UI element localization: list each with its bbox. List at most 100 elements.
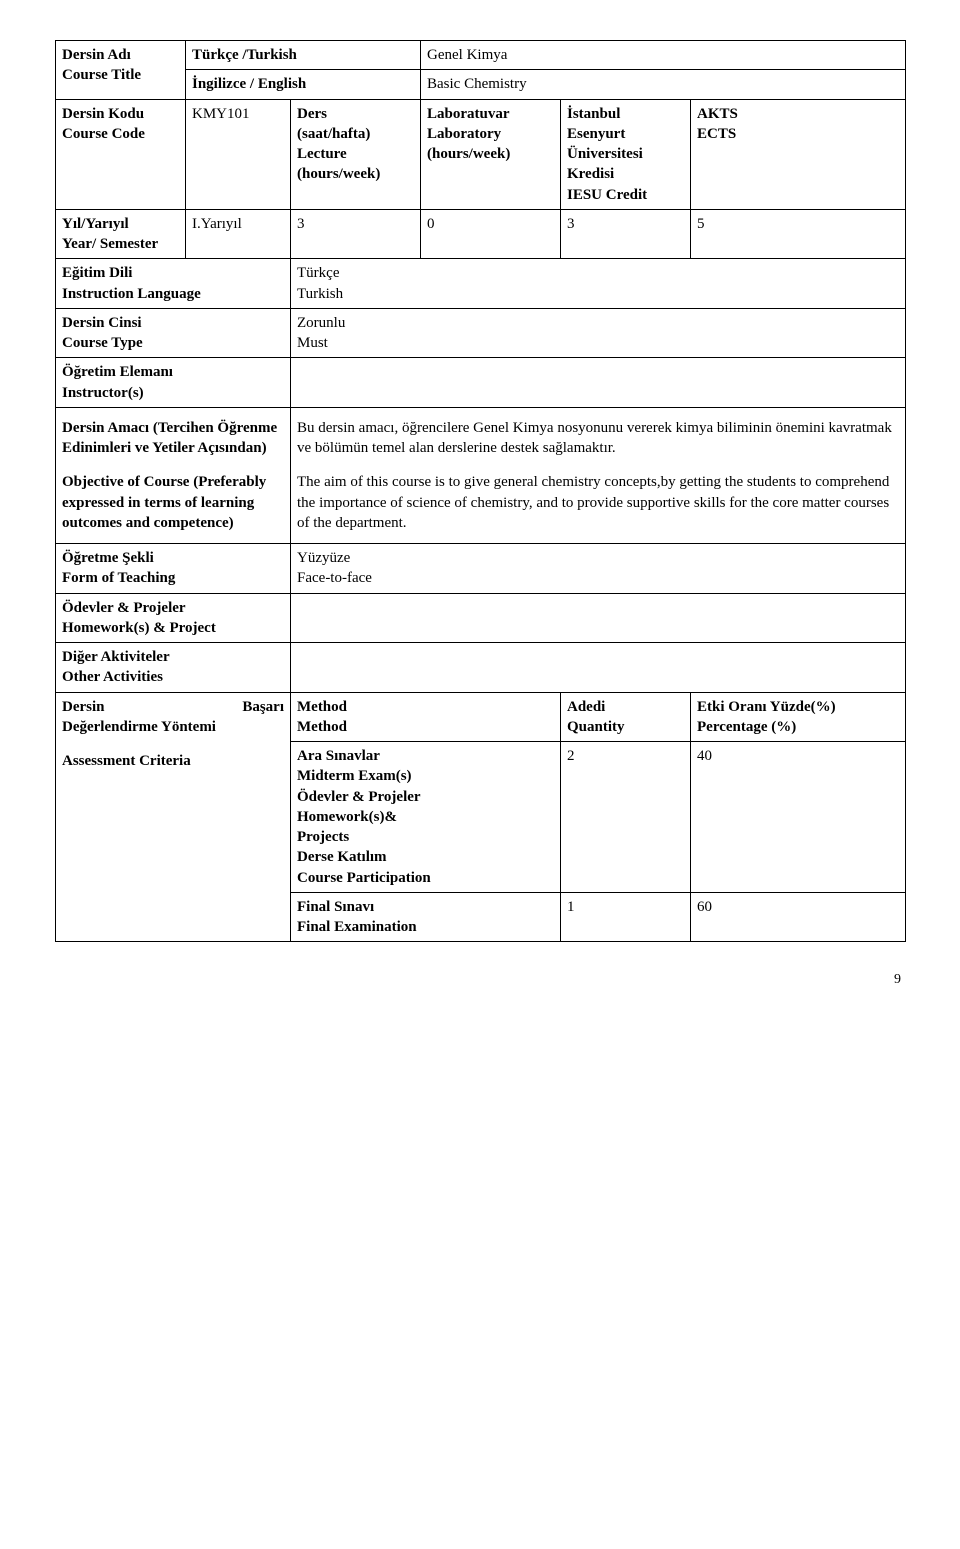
course-title-label: Dersin Adı Course Title <box>56 41 186 100</box>
credit-header: İstanbul Esenyurt Üniversitesi Kredisi I… <box>561 99 691 209</box>
final-percentage: 60 <box>691 892 906 942</box>
label: Form of Teaching <box>62 570 175 586</box>
instructor-value <box>291 358 906 408</box>
label: Final Sınavı <box>297 899 374 915</box>
label: Dersin <box>62 697 105 717</box>
label: Percentage (%) <box>697 719 796 735</box>
value: Türkçe <box>297 265 339 281</box>
label: Değerlendirme Yöntemi <box>62 717 284 737</box>
label: Method <box>297 699 347 715</box>
instruction-lang-value: Türkçe Turkish <box>291 259 906 309</box>
lab-header: Laboratuvar Laboratory (hours/week) <box>421 99 561 209</box>
label: Objective of Course (Preferably expresse… <box>62 472 284 533</box>
objective-label: Dersin Amacı (Tercihen Öğrenme Edinimler… <box>56 407 291 543</box>
label: Year/ Semester <box>62 236 158 252</box>
midterm-label: Ara Sınavlar Midterm Exam(s) Ödevler & P… <box>291 742 561 893</box>
instructor-label: Öğretim Elemanı Instructor(s) <box>56 358 291 408</box>
label: Course Code <box>62 126 145 142</box>
assessment-label: Dersin Başarı Değerlendirme Yöntemi Asse… <box>56 692 291 942</box>
label: Öğretim Elemanı <box>62 364 173 380</box>
homework-value <box>291 593 906 643</box>
label: ECTS <box>697 126 736 142</box>
paragraph: The aim of this course is to give genera… <box>297 472 899 533</box>
ects-header: AKTS ECTS <box>691 99 906 209</box>
label: Other Activities <box>62 669 163 685</box>
activities-value <box>291 643 906 693</box>
semester-value: I.Yarıyıl <box>186 209 291 259</box>
method-header: Method Method <box>291 692 561 742</box>
label: Ara Sınavlar <box>297 748 380 764</box>
final-label: Final Sınavı Final Examination <box>291 892 561 942</box>
paragraph: Bu dersin amacı, öğrencilere Genel Kimya… <box>297 418 899 459</box>
label: Projects <box>297 829 349 845</box>
label: Yıl/Yarıyıl <box>62 216 129 232</box>
label: Instructor(s) <box>62 385 144 401</box>
label: Method <box>297 719 347 735</box>
label: Kredisi <box>567 166 614 182</box>
label: Lecture <box>297 146 347 162</box>
hours-value: 3 <box>291 209 421 259</box>
teaching-form-value: Yüzyüze Face-to-face <box>291 544 906 594</box>
label: Homework(s)& <box>297 809 397 825</box>
label: AKTS <box>697 106 738 122</box>
teaching-form-label: Öğretme Şekli Form of Teaching <box>56 544 291 594</box>
hours-header: Ders (saat/hafta) Lecture (hours/week) <box>291 99 421 209</box>
label: Course Participation <box>297 870 431 886</box>
midterm-percentage: 40 <box>691 742 906 893</box>
label: Esenyurt <box>567 126 625 142</box>
course-code: KMY101 <box>186 99 291 209</box>
label: Laboratory <box>427 126 501 142</box>
semester-label: Yıl/Yarıyıl Year/ Semester <box>56 209 186 259</box>
label: IESU Credit <box>567 187 647 203</box>
activities-label: Diğer Aktiviteler Other Activities <box>56 643 291 693</box>
value: Must <box>297 335 328 351</box>
label: Midterm Exam(s) <box>297 768 412 784</box>
value: Face-to-face <box>297 570 372 586</box>
ects-value: 5 <box>691 209 906 259</box>
label: Etki Oranı Yüzde(%) <box>697 699 836 715</box>
label: İstanbul <box>567 106 620 122</box>
label: Dersin Amacı (Tercihen Öğrenme Edinimler… <box>62 418 284 459</box>
label: Laboratuvar <box>427 106 510 122</box>
english-label: İngilizce / English <box>186 70 421 99</box>
label: Final Examination <box>297 919 417 935</box>
label: (saat/hafta) <box>297 126 370 142</box>
value: Zorunlu <box>297 315 345 331</box>
label: Derse Katılım <box>297 849 387 865</box>
page-number: 9 <box>55 972 905 988</box>
label: Ödevler & Projeler <box>297 789 421 805</box>
course-code-label: Dersin Kodu Course Code <box>56 99 186 209</box>
course-title-en: Basic Chemistry <box>421 70 906 99</box>
quantity-header: Adedi Quantity <box>561 692 691 742</box>
label: Dersin Kodu <box>62 106 144 122</box>
value: Yüzyüze <box>297 550 350 566</box>
label: Instruction Language <box>62 286 201 302</box>
label: Quantity <box>567 719 625 735</box>
label: Assessment Criteria <box>62 751 284 771</box>
midterm-quantity: 2 <box>561 742 691 893</box>
label: Course Type <box>62 335 143 351</box>
label: Ders <box>297 106 327 122</box>
label: Dersin Adı <box>62 47 131 63</box>
label: Ödevler & Projeler <box>62 600 186 616</box>
instruction-lang-label: Eğitim Dili Instruction Language <box>56 259 291 309</box>
label: Course Title <box>62 67 141 83</box>
course-title-tr: Genel Kimya <box>421 41 906 70</box>
label: (hours/week) <box>427 146 510 162</box>
label: Eğitim Dili <box>62 265 132 281</box>
label: Diğer Aktiviteler <box>62 649 170 665</box>
percentage-header: Etki Oranı Yüzde(%) Percentage (%) <box>691 692 906 742</box>
turkish-label: Türkçe /Turkish <box>186 41 421 70</box>
label: Adedi <box>567 699 605 715</box>
label: Üniversitesi <box>567 146 643 162</box>
label: Öğretme Şekli <box>62 550 154 566</box>
lab-value: 0 <box>421 209 561 259</box>
label: Homework(s) & Project <box>62 620 216 636</box>
label: Dersin Cinsi <box>62 315 142 331</box>
course-type-label: Dersin Cinsi Course Type <box>56 308 291 358</box>
homework-label: Ödevler & Projeler Homework(s) & Project <box>56 593 291 643</box>
credit-value: 3 <box>561 209 691 259</box>
objective-value: Bu dersin amacı, öğrencilere Genel Kimya… <box>291 407 906 543</box>
final-quantity: 1 <box>561 892 691 942</box>
course-table: Dersin Adı Course Title Türkçe /Turkish … <box>55 40 906 942</box>
